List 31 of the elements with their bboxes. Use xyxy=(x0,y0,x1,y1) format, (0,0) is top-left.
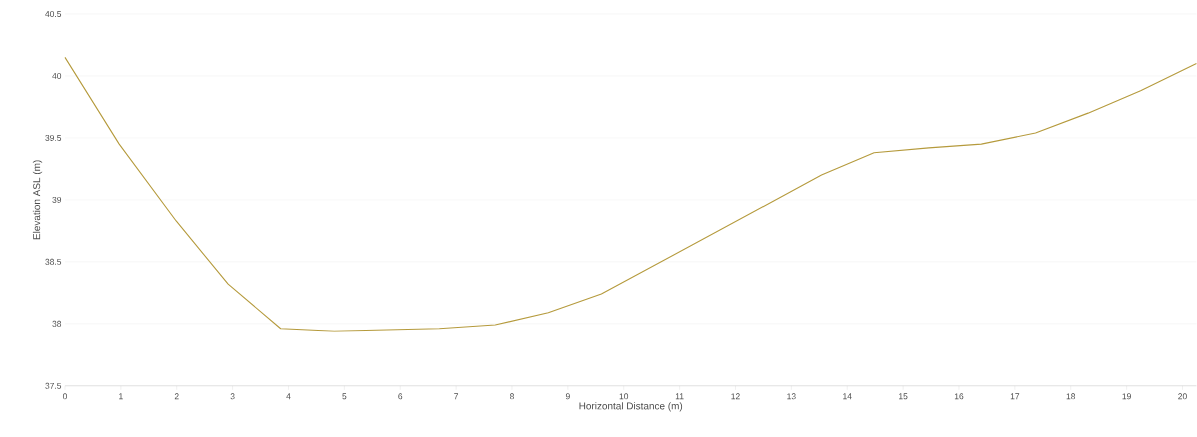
x-tick-label: 16 xyxy=(954,393,964,400)
y-axis-title: Elevation ASL (m) xyxy=(32,160,43,240)
y-tick-label: 40.5 xyxy=(45,11,62,18)
y-tick-label: 39.5 xyxy=(45,135,62,142)
y-tick-label: 40 xyxy=(52,73,62,80)
line-series xyxy=(64,56,1197,332)
x-tick-label: 13 xyxy=(787,393,796,400)
y-tick-label: 38.5 xyxy=(45,258,62,265)
x-tick-label: 12 xyxy=(731,393,740,400)
y-tick-label: 37.5 xyxy=(45,382,62,389)
x-tick-label: 9 xyxy=(565,393,570,400)
x-tick-label: 0 xyxy=(62,393,67,400)
x-tick-label: 2 xyxy=(174,393,179,400)
x-tick-label: 3 xyxy=(230,393,235,400)
x-tick-label: 5 xyxy=(342,393,347,400)
x-tick-label: 20 xyxy=(1178,393,1187,400)
x-tick-label: 6 xyxy=(398,393,403,400)
x-tick-label: 19 xyxy=(1122,393,1131,400)
x-tick-label: 10 xyxy=(619,393,629,400)
x-tick-label: 15 xyxy=(899,393,908,400)
x-tick-label: 18 xyxy=(1066,393,1076,400)
x-tick-label: 14 xyxy=(843,393,852,400)
x-tick-label: 11 xyxy=(675,393,684,400)
x-tick-label: 17 xyxy=(1010,393,1020,400)
x-tick-label: 7 xyxy=(454,393,459,400)
x-tick-label: 4 xyxy=(286,393,291,400)
y-tick-label: 39 xyxy=(52,197,62,203)
x-tick-label: 1 xyxy=(119,393,123,400)
x-axis-title: Horizontal Distance (m) xyxy=(579,402,683,412)
x-tick-label: 8 xyxy=(510,393,514,400)
y-tick-label: 38 xyxy=(52,320,62,327)
